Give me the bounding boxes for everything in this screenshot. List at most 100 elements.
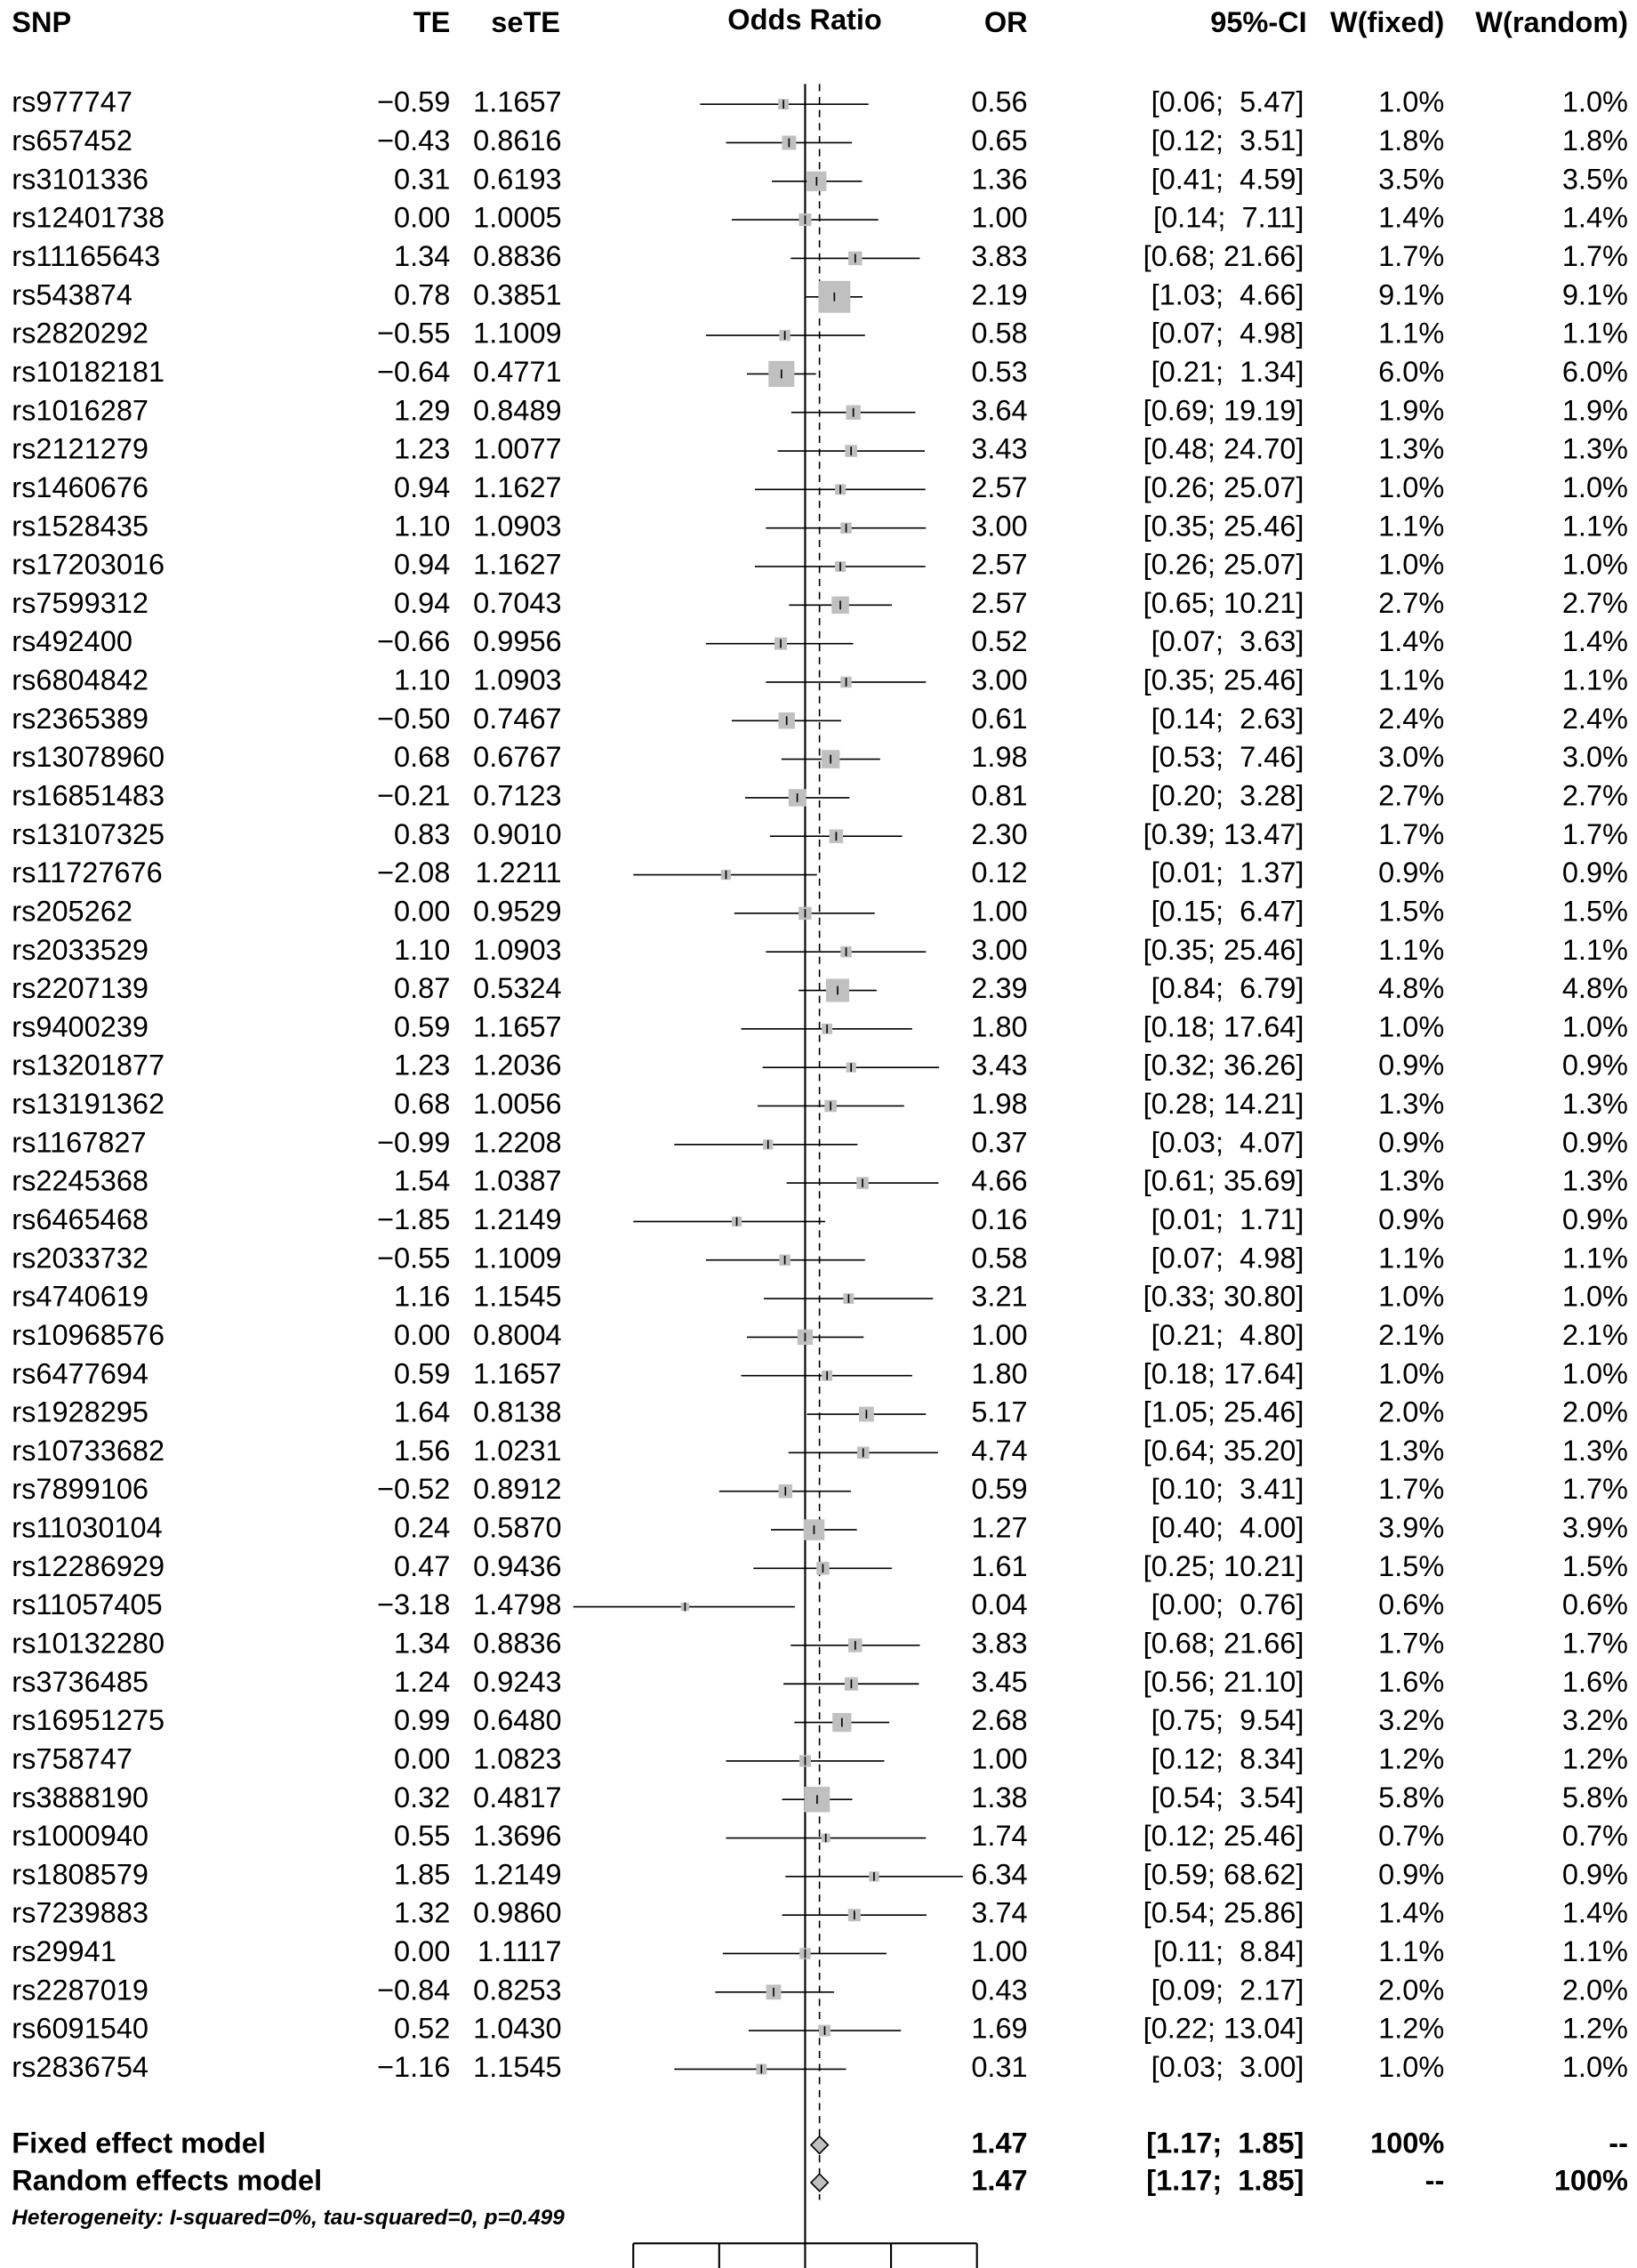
weight-random: 9.1%	[1562, 278, 1628, 310]
ci-value: [0.11; 8.84]	[1153, 1935, 1304, 1967]
te-value: −1.85	[377, 1203, 450, 1235]
or-value: 1.00	[971, 1319, 1027, 1351]
sete-value: 1.0056	[473, 1088, 562, 1120]
te-value: 0.83	[394, 818, 450, 850]
or-value: 2.39	[971, 972, 1027, 1004]
te-value: 1.10	[394, 664, 450, 696]
weight-fixed: 1.0%	[1378, 1010, 1444, 1042]
or-value: 5.17	[971, 1396, 1027, 1428]
ci-value: [1.03; 4.66]	[1152, 278, 1304, 310]
ci-value: [0.41; 4.59]	[1152, 163, 1304, 195]
weight-fixed: 1.6%	[1378, 1666, 1444, 1698]
snp-label: rs2121279	[12, 433, 148, 465]
or-value: 0.16	[971, 1203, 1027, 1235]
snp-label: rs16851483	[12, 780, 165, 812]
sete-value: 1.0903	[473, 934, 562, 966]
te-value: 0.68	[394, 741, 450, 773]
or-value: 3.00	[971, 934, 1027, 966]
sete-value: 1.1009	[473, 318, 562, 350]
sete-value: 1.0903	[473, 664, 562, 696]
sete-value: 1.0823	[473, 1742, 562, 1774]
or-value: 3.00	[971, 510, 1027, 542]
te-value: 0.99	[394, 1704, 450, 1736]
or-value: 0.12	[971, 857, 1027, 889]
or-value: 0.61	[971, 703, 1027, 735]
weight-random: 1.0%	[1562, 1010, 1628, 1042]
te-value: 1.56	[394, 1435, 450, 1467]
ci-value: [0.54; 3.54]	[1152, 1781, 1304, 1814]
or-value: 1.80	[971, 1010, 1027, 1042]
weight-random: 5.8%	[1562, 1781, 1628, 1814]
te-value: 1.16	[394, 1281, 450, 1313]
te-value: 0.00	[394, 202, 450, 234]
weight-random: 1.4%	[1562, 1897, 1628, 1929]
weight-fixed: 4.8%	[1378, 972, 1444, 1004]
weight-random: 2.0%	[1562, 1396, 1628, 1428]
or-value: 1.38	[971, 1781, 1027, 1814]
weight-fixed: 1.5%	[1378, 1550, 1444, 1582]
sete-value: 1.0005	[473, 202, 562, 234]
te-value: −0.50	[377, 703, 450, 735]
weight-random: 1.9%	[1562, 394, 1628, 426]
ci-value: [0.25; 10.21]	[1143, 1550, 1304, 1582]
weight-random: 0.9%	[1562, 1050, 1628, 1082]
sete-value: 1.3696	[473, 1820, 562, 1852]
te-value: 0.94	[394, 587, 450, 619]
weight-fixed: 1.1%	[1378, 510, 1444, 542]
weight-random: 3.9%	[1562, 1512, 1628, 1544]
weight-fixed: --	[1425, 2165, 1445, 2197]
weight-fixed: 1.9%	[1378, 394, 1444, 426]
snp-label: rs1808579	[12, 1858, 148, 1890]
ci-value: [0.54; 25.86]	[1143, 1897, 1304, 1929]
sete-value: 1.1009	[473, 1242, 562, 1274]
weight-random: 1.3%	[1562, 1435, 1628, 1467]
weight-fixed: 3.5%	[1378, 163, 1444, 195]
te-value: −0.66	[377, 625, 450, 657]
ci-value: [0.35; 25.46]	[1143, 510, 1304, 542]
weight-fixed: 2.7%	[1378, 587, 1444, 619]
snp-label: rs1528435	[12, 510, 148, 542]
weight-random: 1.2%	[1562, 1742, 1628, 1774]
snp-label: rs13201877	[12, 1050, 165, 1082]
weight-fixed: 1.0%	[1378, 1357, 1444, 1389]
weight-random: 1.0%	[1562, 2051, 1628, 2083]
or-value: 1.00	[971, 895, 1027, 927]
te-value: 1.34	[394, 240, 450, 272]
te-value: 1.23	[394, 1050, 450, 1082]
te-value: −3.18	[377, 1588, 450, 1621]
ci-value: [0.07; 4.98]	[1152, 1242, 1304, 1274]
sete-value: 0.8836	[473, 1628, 562, 1660]
sete-value: 1.0903	[473, 510, 562, 542]
or-value: 2.30	[971, 818, 1027, 850]
sete-value: 0.3851	[473, 278, 562, 310]
sete-value: 0.8253	[473, 1974, 562, 2006]
sete-value: 0.7123	[473, 780, 562, 812]
weight-fixed: 0.9%	[1378, 1203, 1444, 1235]
snp-label: rs2245368	[12, 1165, 148, 1197]
col-header: W(fixed)	[1330, 6, 1444, 38]
ci-value: [0.35; 25.46]	[1143, 934, 1304, 966]
snp-label: rs6477694	[12, 1357, 148, 1389]
weight-fixed: 1.7%	[1378, 240, 1444, 272]
weight-random: 2.0%	[1562, 1974, 1628, 2006]
sete-value: 0.4771	[473, 356, 562, 388]
ci-value: [0.53; 7.46]	[1152, 741, 1304, 773]
sete-value: 0.8489	[473, 394, 562, 426]
ci-value: [0.01; 1.71]	[1152, 1203, 1304, 1235]
ci-value: [0.65; 10.21]	[1143, 587, 1304, 619]
snp-label: rs1460676	[12, 471, 148, 503]
sete-value: 0.7467	[473, 703, 562, 735]
snp-label: rs11165643	[12, 240, 160, 272]
te-value: 0.00	[394, 1935, 450, 1967]
snp-label: rs17203016	[12, 549, 165, 581]
ci-value: [0.21; 4.80]	[1152, 1319, 1304, 1351]
weight-random: 3.5%	[1562, 163, 1628, 195]
snp-label: rs758747	[12, 1742, 132, 1774]
weight-fixed: 1.3%	[1378, 1165, 1444, 1197]
weight-random: 1.7%	[1562, 1628, 1628, 1660]
weight-fixed: 2.1%	[1378, 1319, 1444, 1351]
col-header: SNP	[12, 6, 71, 38]
weight-random: 0.9%	[1562, 1858, 1628, 1890]
or-value: 0.58	[971, 318, 1027, 350]
weight-random: 1.7%	[1562, 818, 1628, 850]
